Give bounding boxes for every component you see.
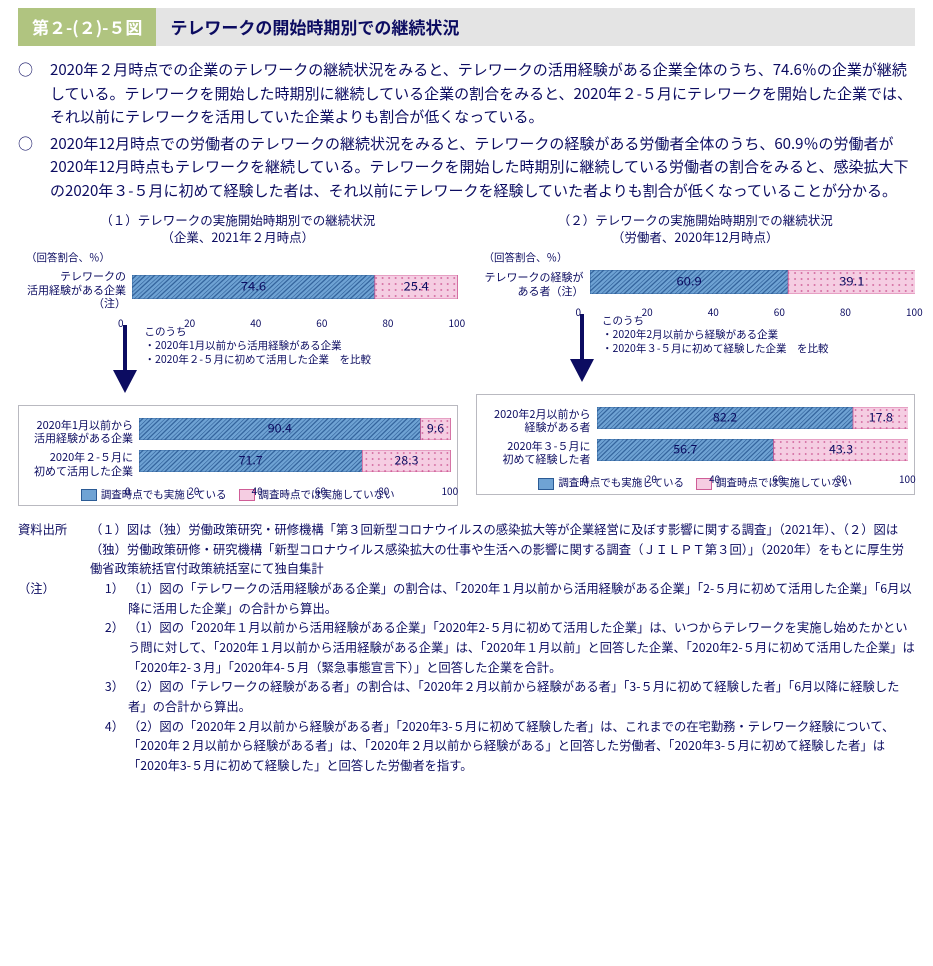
bar-label: 2020年２-５月に初めて活用した企業 [25,451,139,479]
bar-label: テレワークの活用経験がある企業（注） [18,270,132,311]
svg-text:39.1: 39.1 [839,271,864,289]
down-arrow-icon [562,314,602,390]
note-number: 1） [90,579,128,618]
svg-text:17.8: 17.8 [868,408,892,426]
svg-text:28.3: 28.3 [394,451,418,469]
bar-label: 2020年1月以前から活用経験がある企業 [25,419,139,447]
note-number: 2） [90,618,128,677]
stacked-bar: 56.7 43.3 [597,439,909,467]
summary-paragraph: ○ 2020年12月時点での労働者のテレワークの継続状況をみると、テレワークの経… [18,132,915,202]
chart-detail-frame: 2020年2月以前から経験がある者 82.2 17.8 2020年３-５月に初め… [476,394,916,495]
notes-label: （注） [18,579,90,776]
stacked-bar: 74.6 25.4 [132,275,458,305]
down-arrow-icon [105,325,145,401]
comparison-note: このうち・2020年2月以前から経験がある企業・2020年３-５月に初めて経験し… [602,314,828,357]
bar-label: 2020年2月以前から経験がある者 [483,408,597,436]
svg-text:90.4: 90.4 [268,419,292,437]
summary-paragraph: ○ 2020年２月時点での企業のテレワークの継続状況をみると、テレワークの活用経… [18,58,915,128]
chart-unit: （回答割合、％） [484,250,568,266]
figure-heading: 第２-(２)-５図 テレワークの開始時期別での継続状況 [18,8,915,46]
chart-title: （１）テレワークの実施開始時期別での継続状況（企業、2021年２月時点） [100,212,375,246]
source-text: （１）図は（独）労働政策研究・研修機構「第３回新型コロナウイルスの感染拡大等が企… [90,520,915,579]
stacked-bar: 60.9 39.1 [590,270,916,300]
svg-text:43.3: 43.3 [828,440,852,458]
comparison-note: このうち・2020年1月以前から活用経験がある企業・2020年２-５月に初めて活… [145,325,371,368]
figure-number: 第２-(２)-５図 [18,8,156,46]
svg-text:74.6: 74.6 [241,276,266,294]
chart-unit: （回答割合、％） [26,250,110,266]
bullet-icon: ○ [18,58,50,128]
svg-text:82.2: 82.2 [712,408,736,426]
footer-notes: 資料出所 （１）図は（独）労働政策研究・研修機構「第３回新型コロナウイルスの感染… [18,520,915,776]
note-text: （2）図の「2020年２月以前から経験がある者」「2020年3-５月に初めて経験… [128,717,915,776]
paragraph-text: 2020年２月時点での企業のテレワークの継続状況をみると、テレワークの活用経験が… [50,58,915,128]
stacked-bar: 82.2 17.8 [597,407,909,435]
svg-text:71.7: 71.7 [239,451,263,469]
chart-title: （２）テレワークの実施開始時期別での継続状況（労働者、2020年12月時点） [558,212,833,246]
stacked-bar: 71.7 28.3 [139,450,451,478]
bullet-icon: ○ [18,132,50,202]
bar-label: 2020年３-５月に初めて経験した者 [483,440,597,468]
figure-title: テレワークの開始時期別での継続状況 [156,8,915,46]
note-number: 3） [90,677,128,716]
svg-text:25.4: 25.4 [404,276,429,294]
source-label: 資料出所 [18,520,90,579]
chart-enterprise: （１）テレワークの実施開始時期別での継続状況（企業、2021年２月時点） （回答割… [18,212,458,506]
svg-text:56.7: 56.7 [673,440,697,458]
legend-swatch-blue [538,478,554,490]
note-text: （2）図の「テレワークの経験がある者」の割合は、「2020年２月以前から経験があ… [128,677,915,716]
note-number: 4） [90,717,128,776]
svg-text:60.9: 60.9 [676,271,701,289]
note-text: （1）図の「テレワークの活用経験がある企業」の割合は、「2020年１月以前から活… [128,579,915,618]
legend-swatch-blue [81,489,97,501]
stacked-bar: 90.4 9.6 [139,418,451,446]
chart-detail-frame: 2020年1月以前から活用経験がある企業 90.4 9.6 2020年２-５月に… [18,405,458,506]
paragraph-text: 2020年12月時点での労働者のテレワークの継続状況をみると、テレワークの経験が… [50,132,915,202]
note-text: （1）図の「2020年１月以前から活用経験がある企業」「2020年2-５月に初め… [128,618,915,677]
chart-worker: （２）テレワークの実施開始時期別での継続状況（労働者、2020年12月時点） （回… [476,212,916,506]
bar-label: テレワークの経験がある者（注） [476,271,590,299]
svg-text:9.6: 9.6 [427,419,444,437]
